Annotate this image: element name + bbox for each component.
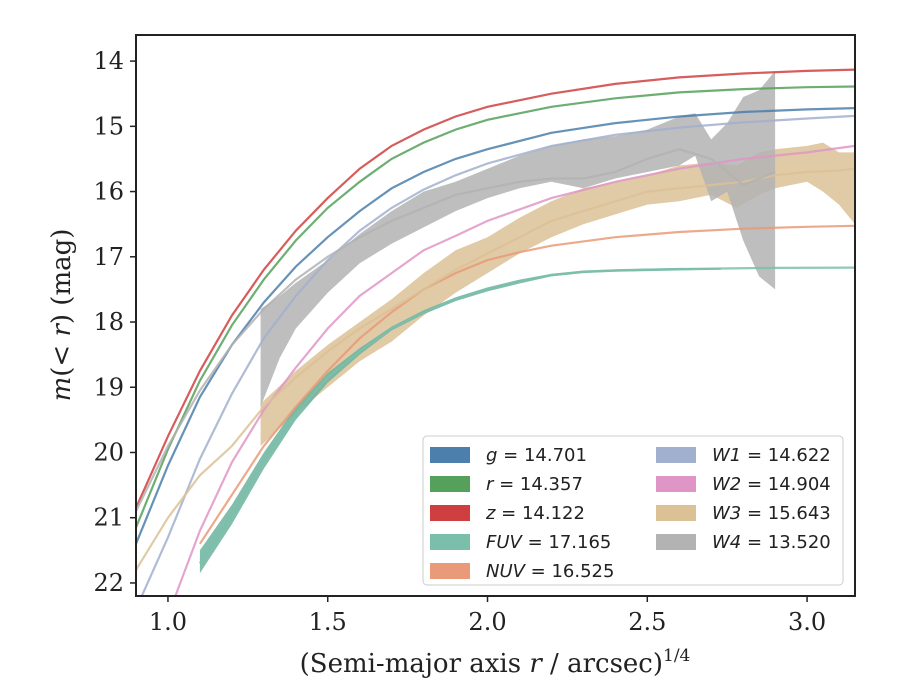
- series-r-line: [136, 85, 855, 528]
- plot-frame: [135, 34, 856, 597]
- y-tick-label: 19: [93, 373, 124, 401]
- legend-label-g: g = 14.701: [486, 445, 587, 466]
- y-tick-label: 18: [93, 308, 124, 336]
- legend-swatch-g: [430, 447, 470, 463]
- series-fuv-line: [198, 266, 855, 565]
- series-z-line: [136, 68, 855, 509]
- x-axis-label: (Semi-major axis r / arcsec)1/4: [300, 646, 691, 679]
- band-w4: [260, 70, 776, 407]
- legend-swatch-nuv: [430, 563, 470, 579]
- series-w2-line: [174, 144, 855, 596]
- legend-label-w2: W2 = 14.904: [712, 474, 831, 495]
- y-tick-label: 20: [93, 438, 124, 466]
- y-axis-label: m(< r) (mag): [47, 229, 77, 402]
- legend-swatch-z: [430, 505, 470, 521]
- x-axis: 1.0 1.5 2.0 2.5 3.0: [149, 596, 826, 636]
- x-tick-label: 1.5: [309, 608, 347, 636]
- series-w1-line: [140, 114, 855, 596]
- legend-label-w4: W4 = 13.520: [712, 532, 831, 553]
- x-tick-label: 2.0: [468, 608, 506, 636]
- series-w4-line: [136, 148, 776, 512]
- legend-label-r: r = 14.357: [486, 474, 583, 495]
- y-axis: 14 15 16 17 18 19 20 21 22: [93, 47, 136, 597]
- y-tick-label: 21: [93, 504, 124, 532]
- y-tick-label: 14: [93, 47, 124, 75]
- y-tick-label: 17: [93, 243, 124, 271]
- legend-label-w1: W1 = 14.622: [712, 445, 831, 466]
- legend-label-fuv: FUV = 17.165: [486, 532, 611, 553]
- legend-label-nuv: NUV = 16.525: [486, 561, 614, 582]
- legend-label-w3: W3 = 15.643: [712, 503, 831, 524]
- x-tick-label: 3.0: [788, 608, 826, 636]
- y-tick-label: 22: [93, 569, 124, 597]
- x-tick-label: 1.0: [149, 608, 187, 636]
- series-w3-line: [136, 167, 855, 571]
- series-nuv-line: [198, 224, 855, 545]
- y-tick-label: 15: [93, 112, 124, 140]
- legend-swatch-w4: [656, 534, 696, 550]
- x-tick-label: 2.5: [628, 608, 666, 636]
- legend: g = 14.701 r = 14.357 z = 14.122 FUV = 17.1…: [422, 435, 844, 586]
- lines-layer: [136, 68, 855, 596]
- legend-swatch-w1: [656, 447, 696, 463]
- legend-label-z: z = 14.122: [485, 503, 585, 524]
- y-tick-label: 16: [93, 178, 124, 206]
- legend-box: [422, 435, 844, 586]
- legend-swatch-w3: [656, 505, 696, 521]
- legend-swatch-r: [430, 476, 470, 492]
- legend-swatch-fuv: [430, 534, 470, 550]
- legend-swatch-w2: [656, 476, 696, 492]
